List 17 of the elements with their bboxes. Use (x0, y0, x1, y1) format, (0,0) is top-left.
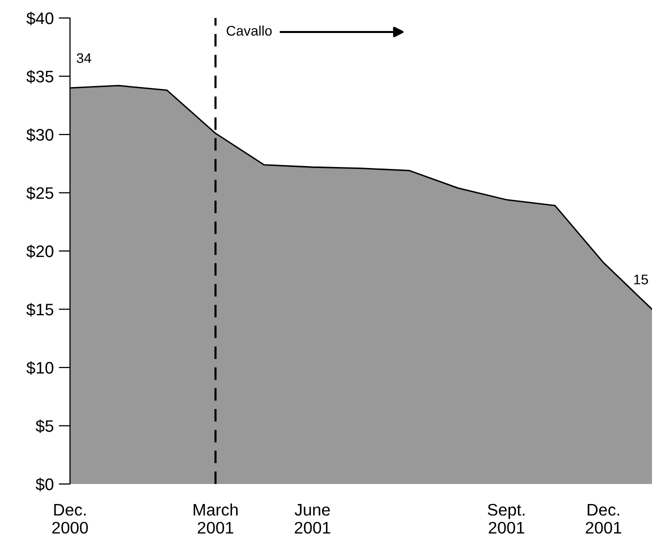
x-tick-label: Dec. 2001 (586, 504, 622, 534)
x-tick-label: Dec. 2000 (52, 504, 88, 534)
x-tick-label: June 2001 (294, 504, 330, 534)
x-tick-label: Sept. 2001 (488, 504, 524, 534)
annotation: Cavallo (226, 26, 272, 36)
y-tick-label: $30 (26, 128, 54, 142)
y-tick-label: $5 (36, 419, 54, 433)
x-tick-label: March 2001 (194, 503, 238, 534)
y-tick-label: $10 (26, 361, 54, 375)
y-tick-label: $15 (26, 302, 54, 316)
y-tick-label: $40 (26, 12, 54, 26)
y-tick-label: $20 (26, 244, 54, 258)
data-label: 15 (634, 274, 648, 284)
y-tick-label: $0 (36, 478, 54, 492)
y-tick-label: $25 (26, 186, 54, 200)
y-tick-label: $35 (26, 70, 54, 84)
data-label: 34 (76, 53, 92, 64)
